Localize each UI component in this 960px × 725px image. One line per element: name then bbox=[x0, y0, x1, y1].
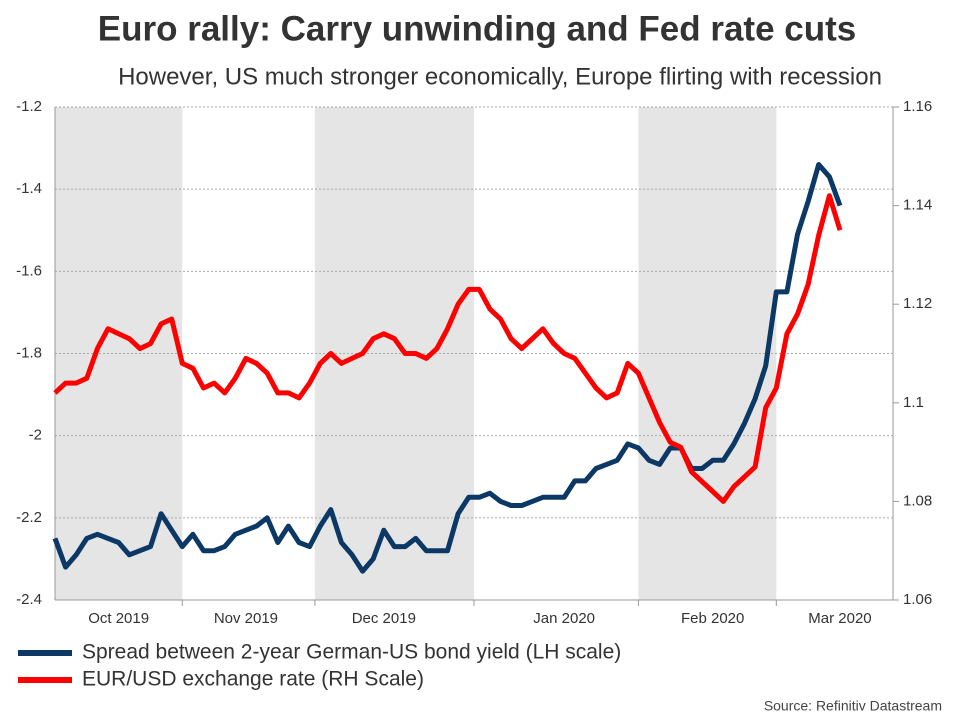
x-tick-label: Nov 2019 bbox=[214, 610, 278, 627]
y-tick-label: -1.2 bbox=[16, 98, 42, 115]
x-tick-label: Mar 2020 bbox=[808, 610, 871, 627]
chart-title: Euro rally: Carry unwinding and Fed rate… bbox=[98, 9, 856, 48]
x-tick-label: Oct 2019 bbox=[88, 610, 149, 627]
y-tick-label: -1.8 bbox=[16, 344, 42, 361]
x-tick-label: Feb 2020 bbox=[681, 610, 744, 627]
y2-tick-label: 1.06 bbox=[903, 591, 932, 608]
legend-label: Spread between 2-year German-US bond yie… bbox=[82, 641, 621, 664]
y-tick-label: -2.4 bbox=[16, 591, 42, 608]
y2-tick-label: 1.1 bbox=[903, 394, 924, 411]
chart-subtitle: However, US much stronger economically, … bbox=[118, 63, 882, 90]
x-tick-label: Jan 2020 bbox=[533, 610, 595, 627]
y-tick-label: -1.6 bbox=[16, 262, 42, 279]
x-tick-label: Dec 2019 bbox=[352, 610, 416, 627]
series-line bbox=[52, 162, 843, 574]
source-note: Source: Refinitiv Datastream bbox=[764, 698, 942, 714]
y2-tick-label: 1.12 bbox=[903, 295, 932, 312]
y2-tick-label: 1.14 bbox=[903, 197, 932, 214]
series-line bbox=[53, 193, 843, 504]
legend-label: EUR/USD exchange rate (RH Scale) bbox=[82, 668, 424, 691]
y-tick-label: -2.2 bbox=[16, 509, 42, 526]
y2-tick-label: 1.08 bbox=[903, 492, 932, 509]
month-band bbox=[314, 107, 474, 600]
y-tick-label: -2 bbox=[29, 427, 42, 444]
y2-tick-label: 1.16 bbox=[903, 98, 932, 115]
y-tick-label: -1.4 bbox=[16, 180, 42, 197]
